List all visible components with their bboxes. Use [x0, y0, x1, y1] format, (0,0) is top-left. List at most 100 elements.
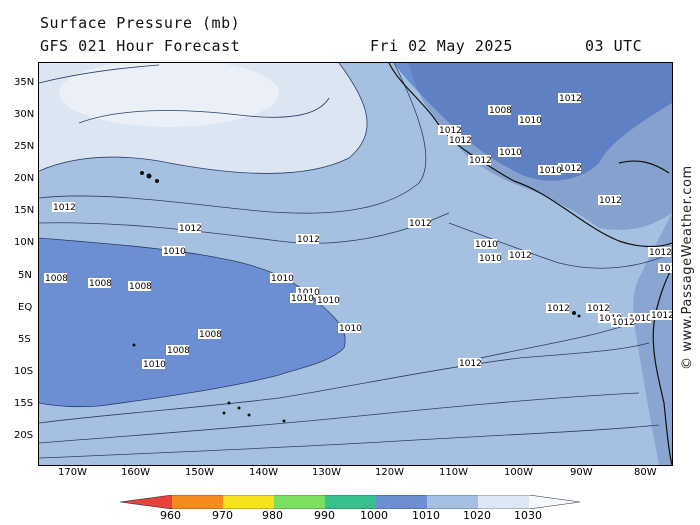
colorbar-tick: 1020	[463, 509, 491, 522]
lat-label: 20N	[14, 173, 35, 184]
isobar-label-bg	[438, 125, 461, 135]
isobar-label-text: 1008	[489, 106, 512, 116]
colorbar-outline	[120, 495, 581, 509]
north-america-coastline	[388, 63, 672, 248]
coastlines	[388, 63, 672, 465]
isobar-label-text: 1012	[547, 304, 570, 314]
isobar-label-text: 1012	[599, 196, 622, 206]
isobar-label: 1008	[198, 329, 222, 340]
hawaii-island	[155, 179, 159, 183]
colorbar-tick: 1000	[360, 509, 388, 522]
isobar-label: 1008	[88, 278, 112, 289]
isobar-label-bg	[270, 273, 293, 283]
isobar-label: 1010	[270, 273, 294, 284]
lat-label: 5S	[18, 334, 31, 345]
lat-label: EQ	[18, 302, 33, 313]
lon-label: 140W	[249, 467, 278, 478]
isobar-label: 1012	[558, 93, 582, 104]
isobar-label: 1012	[648, 247, 672, 258]
isobar-label-bg	[316, 295, 339, 305]
colorbar-segment-under	[120, 495, 172, 509]
isobar-label-bg	[538, 165, 561, 175]
isobar-label: 1010	[598, 313, 622, 324]
colorbar-segment	[478, 495, 529, 509]
isobar-label-layer: 1012101210121012101210101010101010101010…	[44, 93, 672, 370]
lat-label: 20S	[14, 430, 34, 441]
forecast-date: Fri 02 May 2025	[370, 37, 513, 55]
isobar-label-text: 1012	[439, 126, 462, 136]
isobar-label-bg	[52, 202, 75, 212]
isobar-label-text: 1008	[129, 282, 152, 292]
lon-label: 100W	[504, 467, 533, 478]
isobar-label-bg	[598, 313, 621, 323]
isobar-label-text: 1010	[539, 166, 562, 176]
isobar-label-text: 1012	[651, 311, 672, 321]
lon-label: 130W	[312, 467, 341, 478]
isobar-label-text: 1008	[45, 274, 68, 284]
hawaii-island	[146, 173, 152, 179]
isobar-label-bg	[611, 317, 634, 327]
isobar-label-bg	[448, 135, 471, 145]
isobar-label: 1012	[558, 163, 582, 174]
isobar-label: 1012	[546, 303, 570, 314]
map-title: Surface Pressure (mb)	[40, 14, 241, 32]
isobar-label-bg	[468, 155, 491, 165]
isobar-label-bg	[558, 163, 581, 173]
isobar-label-bg	[598, 195, 621, 205]
isobar-label-bg	[628, 313, 651, 323]
mexico-land	[409, 63, 672, 230]
colorbar-segment	[274, 495, 325, 509]
lon-label: 110W	[439, 467, 468, 478]
isobar-label: 1010	[498, 147, 522, 158]
forecast-time: 03 UTC	[585, 37, 643, 55]
isobar-label: 1012	[611, 317, 635, 328]
isobar-label-text: 1008	[89, 279, 112, 289]
isobar-label-text: 1012	[612, 318, 635, 328]
isobar-label: 1010	[628, 313, 652, 324]
isobar-label-bg	[650, 310, 672, 320]
isobar-label: 1010	[474, 239, 498, 250]
colorbar-tick: 960	[160, 509, 181, 522]
high-pressure-core	[59, 63, 279, 127]
isobar-label: 1010	[290, 293, 314, 304]
lat-label: 25N	[14, 141, 35, 152]
lat-label: 30N	[14, 109, 35, 120]
isobar-label-bg	[162, 246, 185, 256]
isobar-label-bg	[408, 218, 431, 228]
pacific-atoll	[227, 401, 231, 405]
isobar-label-text: 1012	[559, 94, 582, 104]
isobar-label-bg	[290, 293, 313, 303]
isobar-label-bg	[498, 147, 521, 157]
colorbar-segment	[223, 495, 274, 509]
lon-label: 80W	[634, 467, 657, 478]
pacific-atoll	[247, 413, 251, 417]
isobar-label-text: 1008	[199, 330, 222, 340]
pacific-atoll	[222, 411, 226, 415]
isobar-label: 1012	[178, 223, 202, 234]
isobar-label: 1012	[658, 263, 672, 274]
galapagos-island	[577, 314, 581, 318]
isobar-label-bg	[586, 303, 609, 313]
isobar-label-bg	[488, 105, 511, 115]
isobar-label-bg	[296, 234, 319, 244]
isobar-label-text: 1012	[449, 136, 472, 146]
isobar-label-text: 1010	[499, 148, 522, 158]
isobar-label: 1010	[478, 253, 502, 264]
isobar-label-text: 1012	[649, 248, 672, 258]
cuba-coastline	[618, 160, 670, 174]
isobar-label-bg	[518, 115, 541, 125]
isobar-label: 1012	[408, 218, 432, 229]
south-america-land	[633, 213, 672, 465]
isobar-label: 1012	[448, 135, 472, 146]
isobar-label-text: 1010	[339, 324, 362, 334]
pressure-map-svg: 1012101210121012101210101010101010101010…	[39, 63, 672, 465]
isobar-label-text: 1012	[409, 219, 432, 229]
isobar-label-text: 1012	[459, 359, 482, 369]
site-credit: © www.PassageWeather.com	[680, 165, 695, 370]
isobar-label-text: 1008	[167, 346, 190, 356]
pacific-atoll	[132, 343, 136, 347]
isobar-label-bg	[88, 278, 111, 288]
isobar-label-text: 1010	[291, 294, 314, 304]
isobar-label: 1012	[296, 234, 320, 245]
isobar-label: 1008	[488, 105, 512, 116]
